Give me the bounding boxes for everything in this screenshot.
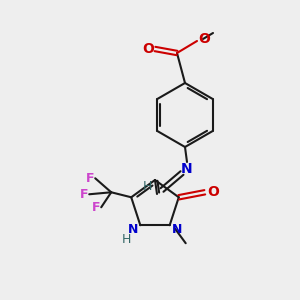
Text: F: F (92, 201, 100, 214)
Text: H: H (142, 179, 152, 193)
Text: N: N (172, 223, 182, 236)
Text: F: F (86, 172, 94, 185)
Text: H: H (122, 233, 131, 246)
Text: O: O (142, 42, 154, 56)
Text: O: O (198, 32, 210, 46)
Text: F: F (80, 188, 88, 201)
Text: N: N (128, 223, 139, 236)
Text: O: O (207, 185, 219, 199)
Text: N: N (181, 162, 193, 176)
